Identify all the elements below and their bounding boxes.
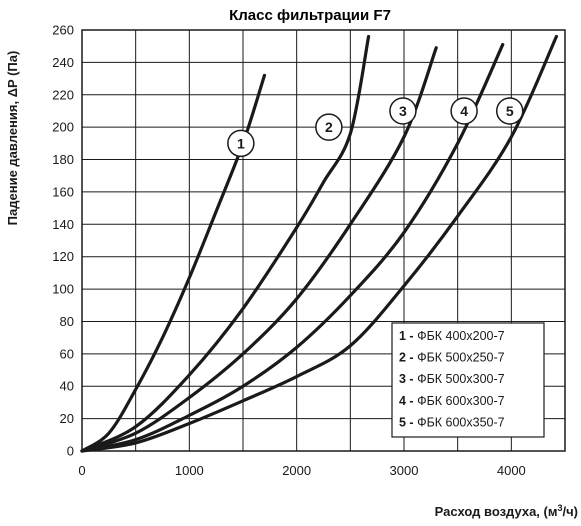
legend-entry-5: 5 - ФБК 600х350-7: [399, 415, 505, 429]
legend-entry-1: 1 - ФБК 400х200-7: [399, 329, 505, 343]
curve-marker-3: 3: [389, 97, 417, 125]
y-tick-label: 20: [60, 411, 74, 426]
curve-marker-4: 4: [450, 97, 478, 125]
y-tick-label: 100: [52, 282, 74, 297]
y-tick-label: 140: [52, 217, 74, 232]
curve-markers: 1 2 3 4 5: [227, 97, 524, 158]
legend-box: [391, 322, 545, 438]
x-axis-ticks: 0 1000 2000 3000 4000: [78, 463, 525, 478]
curve-marker-2: 2: [315, 113, 343, 141]
y-tick-label: 240: [52, 55, 74, 70]
series-line-5: [80, 34, 559, 453]
x-tick-label: 1000: [175, 463, 204, 478]
curve-marker-label: 4: [460, 103, 468, 119]
y-tick-label: 60: [60, 346, 74, 361]
y-tick-label: 40: [60, 379, 74, 394]
chart-title: Класс фильтрации F7: [229, 7, 391, 24]
x-axis-label: Расход воздуха, (м3/ч): [435, 503, 578, 519]
y-tick-label: 160: [52, 184, 74, 199]
curve-marker-1: 1: [227, 129, 255, 158]
curve-marker-circle: [227, 129, 255, 158]
plot-frame: [81, 29, 566, 452]
y-tick-label: 200: [52, 120, 74, 135]
y-tick-label: 220: [52, 87, 74, 102]
x-tick-label: 0: [78, 463, 85, 478]
curve-marker-label: 1: [237, 135, 245, 151]
curve-marker-circle: [315, 113, 343, 141]
x-tick-label: 4000: [497, 463, 526, 478]
x-tick-label: 2000: [282, 463, 311, 478]
curve-marker-5: 5: [495, 97, 524, 125]
y-tick-label: 120: [52, 249, 74, 264]
curve-marker-label: 2: [325, 119, 333, 135]
legend-entry-2: 2 - ФБК 500х250-7: [399, 351, 505, 365]
curve-marker-circle: [389, 97, 417, 125]
x-tick-label: 3000: [390, 463, 419, 478]
series-line-4: [80, 42, 505, 453]
y-axis-label: Падение давления, ΔP (Па): [5, 51, 20, 226]
curve-marker-label: 5: [506, 103, 514, 119]
series-line-3: [80, 46, 438, 453]
curve-marker-label: 3: [399, 103, 407, 119]
curve-marker-circle: [450, 97, 478, 125]
series-line-2: [80, 34, 371, 453]
y-axis-ticks: 0 20 40 60 80 100 120 140 160 180 200 220 240 260: [52, 23, 74, 459]
legend-entry-4: 4 - ФБК 600х300-7: [399, 394, 505, 408]
curve-marker-circle: [495, 97, 524, 125]
y-tick-label: 0: [67, 444, 74, 459]
legend-entry-3: 3 - ФБК 500х300-7: [399, 372, 505, 386]
y-tick-label: 80: [60, 314, 74, 329]
legend: 1 - ФБК 400х200-7 2 - ФБК 500х250-7 3 - ФБ…: [391, 322, 545, 438]
y-tick-label: 180: [52, 152, 74, 167]
y-tick-label: 260: [52, 23, 74, 38]
